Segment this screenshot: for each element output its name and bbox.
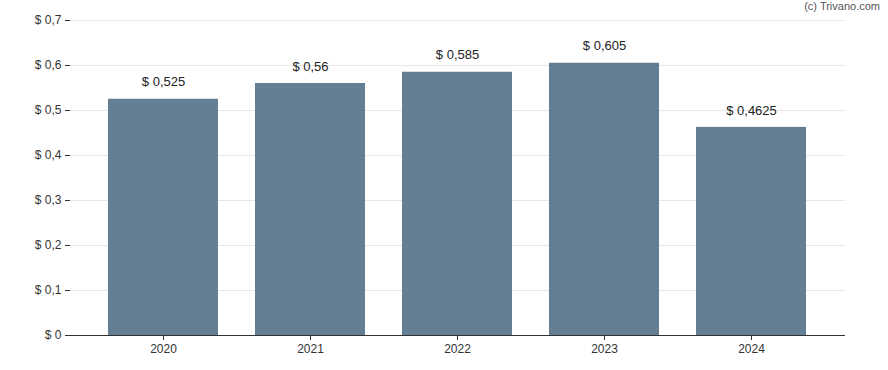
svg-text:2021: 2021 (297, 342, 324, 356)
svg-text:$ 0,1: $ 0,1 (35, 283, 62, 297)
svg-text:2024: 2024 (738, 342, 765, 356)
svg-text:$ 0,6: $ 0,6 (35, 58, 62, 72)
svg-text:2020: 2020 (150, 342, 177, 356)
svg-text:$ 0,4: $ 0,4 (35, 148, 62, 162)
svg-text:$ 0,7: $ 0,7 (35, 13, 62, 27)
svg-text:$ 0,56: $ 0,56 (292, 59, 328, 74)
html-text:(c) Trivano.com: (c) Trivano.com (804, 0, 880, 12)
svg-text:$ 0,4625: $ 0,4625 (726, 103, 777, 118)
svg-text:$ 0,5: $ 0,5 (35, 103, 62, 117)
svg-text:$ 0,525: $ 0,525 (142, 74, 185, 89)
svg-text:$ 0,3: $ 0,3 (35, 193, 62, 207)
svg-text:2022: 2022 (444, 342, 471, 356)
svg-text:$ 0: $ 0 (45, 328, 62, 342)
svg-text:$ 0,585: $ 0,585 (436, 47, 479, 62)
svg-text:$ 0,605: $ 0,605 (583, 38, 626, 53)
svg-text:2023: 2023 (591, 342, 618, 356)
svg-text:$ 0,2: $ 0,2 (35, 238, 62, 252)
